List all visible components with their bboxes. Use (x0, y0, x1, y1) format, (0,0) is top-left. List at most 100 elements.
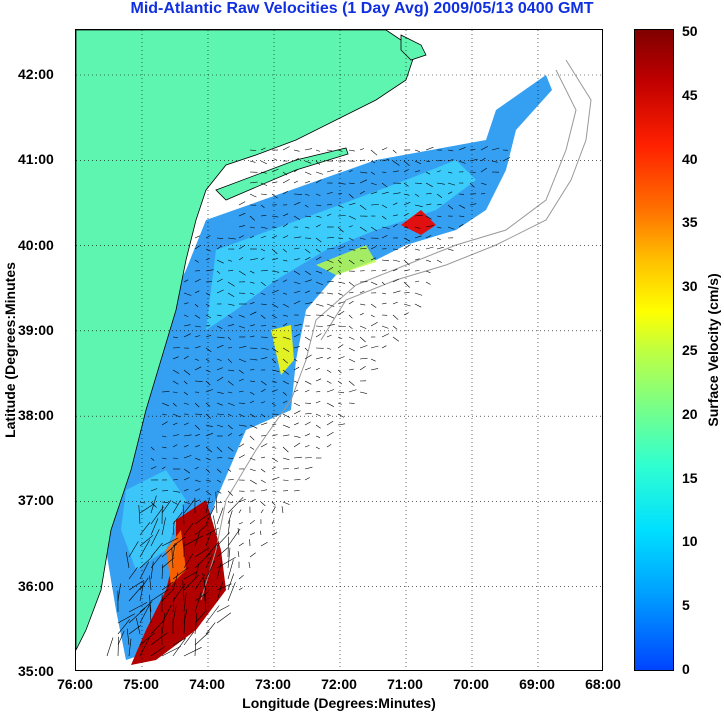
velocity-arrow (260, 357, 268, 360)
velocity-arrow (249, 468, 256, 472)
velocity-arrow (183, 574, 199, 591)
velocity-arrow (194, 290, 200, 294)
velocity-arrow (282, 190, 288, 195)
y-tick-label: 40:00 (18, 236, 54, 253)
velocity-arrow (403, 312, 409, 316)
velocity-arrow (403, 193, 410, 196)
velocity-arrow (502, 157, 511, 162)
velocity-arrow (205, 554, 213, 569)
velocity-arrow (403, 226, 409, 229)
velocity-arrow (227, 324, 235, 327)
velocity-arrow (227, 559, 234, 580)
velocity-arrow (304, 477, 310, 481)
velocity-arrow (326, 402, 334, 407)
velocity-arrow (260, 292, 266, 296)
velocity-arrow (282, 424, 290, 428)
velocity-arrow (348, 193, 354, 199)
velocity-arrow (194, 424, 200, 430)
velocity-arrow (183, 380, 188, 385)
velocity-arrow (425, 235, 432, 239)
velocity-arrow (315, 325, 323, 327)
velocity-arrow (194, 445, 200, 448)
velocity-arrow (414, 248, 420, 251)
velocity-arrow (260, 422, 268, 426)
velocity-arrow (304, 279, 312, 283)
velocity-arrow (194, 259, 199, 263)
velocity-arrow (216, 424, 224, 428)
velocity-arrow (370, 246, 377, 250)
velocity-arrow (150, 542, 163, 558)
y-tick-label: 41:00 (18, 151, 54, 168)
velocity-arrow (282, 336, 291, 340)
velocity-arrow (249, 302, 255, 305)
velocity-arrow (260, 468, 266, 473)
velocity-arrow (348, 368, 354, 371)
velocity-arrow (337, 310, 345, 316)
velocity-arrow (293, 258, 300, 261)
velocity-arrow (216, 245, 223, 250)
velocity-arrow (139, 522, 151, 536)
velocity-arrow (315, 179, 322, 184)
velocity-arrow (304, 181, 310, 184)
velocity-arrow (249, 391, 255, 396)
velocity-arrow (315, 270, 323, 274)
velocity-arrow (315, 215, 322, 218)
velocity-arrow (271, 402, 276, 406)
velocity-arrow (348, 182, 355, 185)
velocity-arrow (392, 202, 398, 206)
velocity-arrow (227, 496, 244, 514)
velocity-arrow (249, 160, 256, 163)
velocity-arrow (194, 278, 201, 283)
velocity-arrow (216, 367, 223, 371)
velocity-arrow (161, 581, 174, 591)
velocity-arrow (315, 367, 320, 371)
velocity-arrow (271, 158, 277, 162)
velocity-arrow (216, 237, 224, 239)
map-plot-area[interactable] (75, 29, 603, 671)
velocity-arrow (337, 344, 344, 349)
velocity-arrow (194, 245, 200, 250)
velocity-arrow (392, 149, 397, 154)
velocity-arrow (172, 336, 178, 338)
velocity-arrow (194, 235, 200, 239)
map-grid (76, 30, 602, 670)
velocity-arrow (425, 182, 433, 187)
velocity-high-region (166, 530, 186, 585)
velocity-arrow (370, 358, 376, 362)
velocity-arrow (381, 325, 389, 329)
velocity-arrow (183, 455, 192, 459)
velocity-arrow (315, 149, 321, 152)
velocity-arrow (425, 281, 431, 285)
velocity-arrow (194, 303, 199, 308)
velocity-arrow (205, 324, 211, 327)
velocity-arrow (337, 170, 343, 173)
velocity-arrow (139, 632, 155, 646)
velocity-arrow (304, 336, 311, 341)
velocity-arrow (326, 149, 332, 151)
velocity-arrow (381, 235, 388, 239)
velocity-arrow (161, 501, 169, 503)
velocity-arrow (425, 246, 434, 250)
velocity-arrow (205, 335, 212, 338)
velocity-arrow (304, 193, 310, 196)
velocity-arrow (150, 589, 169, 602)
velocity-arrow (315, 391, 321, 393)
velocity-arrow (304, 389, 310, 393)
velocity-arrow (370, 281, 378, 286)
velocity-arrow (304, 354, 312, 360)
x-tick-label: 73:00 (255, 676, 291, 692)
velocity-arrow (293, 456, 302, 459)
velocity-arrow (392, 336, 400, 342)
velocity-arrow (381, 269, 387, 272)
velocity-arrow (260, 479, 266, 483)
velocity-arrow (271, 369, 280, 372)
velocity-arrow (304, 367, 312, 371)
velocity-arrow (216, 546, 229, 558)
velocity-arrow (194, 466, 199, 470)
velocity-arrow (260, 204, 265, 208)
velocity-arrow (237, 551, 240, 558)
velocity-arrow (359, 237, 366, 240)
velocity-arrow (348, 291, 354, 294)
velocity-arrow (227, 259, 232, 262)
velocity-arrow (161, 557, 175, 569)
